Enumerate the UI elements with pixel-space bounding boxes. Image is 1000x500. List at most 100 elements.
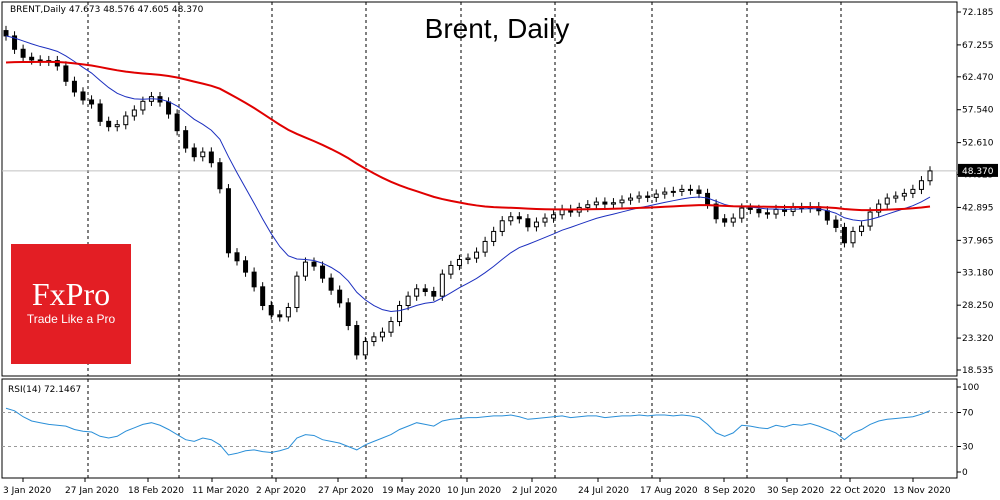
rsi-line: [5, 407, 931, 456]
rsi-frame: [1, 378, 958, 479]
candle: [551, 214, 557, 219]
candle: [756, 208, 762, 214]
candle: [71, 80, 77, 93]
candle: [63, 65, 69, 82]
candle: [824, 210, 830, 221]
candle: [371, 336, 377, 343]
candle: [893, 195, 899, 199]
candle: [20, 48, 26, 58]
rsi-y-tick-label: 0: [962, 468, 968, 478]
candle: [918, 180, 924, 190]
candle: [610, 202, 616, 205]
candle: [234, 252, 240, 262]
candle: [542, 217, 548, 223]
candle: [482, 240, 488, 253]
candle: [491, 230, 497, 242]
candle: [131, 109, 137, 117]
logo-tagline: Trade Like a Pro: [26, 312, 116, 326]
rsi-y-tick-label: 30: [962, 443, 974, 453]
candle: [260, 286, 266, 307]
candle: [311, 261, 317, 267]
candle: [397, 305, 403, 323]
fxpro-logo: FxPro Trade Like a Pro: [11, 244, 131, 364]
candle: [422, 288, 428, 292]
candle: [268, 305, 274, 316]
candle: [217, 162, 223, 190]
ma-fast-line: [5, 35, 931, 312]
candle: [602, 201, 608, 205]
candle: [696, 189, 702, 194]
candle: [679, 188, 685, 192]
candle: [414, 288, 420, 297]
candle: [362, 341, 368, 356]
x-tick-label: 2 Jul 2020: [512, 486, 557, 496]
last-price-label: 48.370: [962, 167, 994, 177]
candle: [670, 190, 676, 193]
candle: [208, 151, 214, 164]
candle: [191, 147, 197, 158]
x-tick-label: 30 Sep 2020: [767, 486, 824, 496]
candle: [910, 188, 916, 194]
y-tick-label: 18.535: [962, 366, 994, 376]
candle: [764, 212, 770, 215]
price-panel: [2, 25, 957, 360]
y-tick-label: 72.185: [962, 8, 994, 18]
candle: [722, 218, 728, 223]
candle: [508, 216, 514, 222]
y-tick-label: 23.320: [962, 334, 994, 344]
candle: [619, 199, 625, 204]
x-tick-label: 3 Jan 2020: [3, 486, 51, 496]
y-tick-label: 57.540: [962, 106, 994, 116]
candle: [302, 261, 308, 277]
x-tick-label: 27 Jan 2020: [65, 486, 119, 496]
y-tick-label: 67.255: [962, 41, 994, 51]
candle: [320, 265, 326, 279]
rsi-panel: [2, 407, 957, 456]
y-tick-label: 42.895: [962, 203, 994, 213]
candle: [106, 120, 112, 128]
candle: [243, 260, 249, 273]
candle: [80, 91, 86, 101]
candle: [183, 130, 189, 149]
x-tick-label: 18 Feb 2020: [128, 486, 184, 496]
candle: [636, 195, 642, 199]
x-tick-label: 2 Apr 2020: [256, 486, 306, 496]
x-tick-label: 8 Sep 2020: [704, 486, 756, 496]
y-tick-label: 62.470: [962, 73, 994, 83]
candle: [533, 221, 539, 228]
x-tick-label: 24 Jul 2020: [578, 486, 629, 496]
candle: [833, 219, 839, 228]
candle: [251, 271, 257, 288]
y-tick-label: 33.180: [962, 268, 994, 278]
candle: [448, 264, 454, 275]
chart-title: Brent, Daily: [425, 13, 570, 44]
rsi-y-tick-label: 100: [962, 383, 979, 393]
rsi-y-tick-label: 70: [962, 409, 974, 419]
candle: [747, 207, 753, 210]
candle: [876, 203, 882, 213]
candle: [29, 56, 35, 61]
x-tick-label: 11 Mar 2020: [192, 486, 249, 496]
candle: [653, 193, 659, 198]
candle: [841, 226, 847, 244]
candle: [850, 230, 856, 244]
y-tick-label: 37.965: [962, 236, 994, 246]
candle: [687, 188, 693, 191]
rsi-label: RSI(14) 72.1467: [8, 385, 81, 395]
grid-layer: [1, 1, 958, 479]
candle: [328, 277, 334, 291]
candle: [439, 273, 445, 297]
candle: [166, 101, 172, 115]
x-tick-label: 13 Nov 2020: [893, 486, 951, 496]
candle: [431, 290, 437, 297]
candle: [285, 307, 291, 318]
candle: [739, 207, 745, 219]
candle: [294, 275, 300, 309]
candle: [730, 217, 736, 223]
x-tick-label: 22 Oct 2020: [830, 486, 886, 496]
candle: [499, 220, 505, 232]
candle: [516, 216, 522, 220]
price-frame: [1, 1, 958, 377]
x-tick-label: 19 May 2020: [382, 486, 441, 496]
